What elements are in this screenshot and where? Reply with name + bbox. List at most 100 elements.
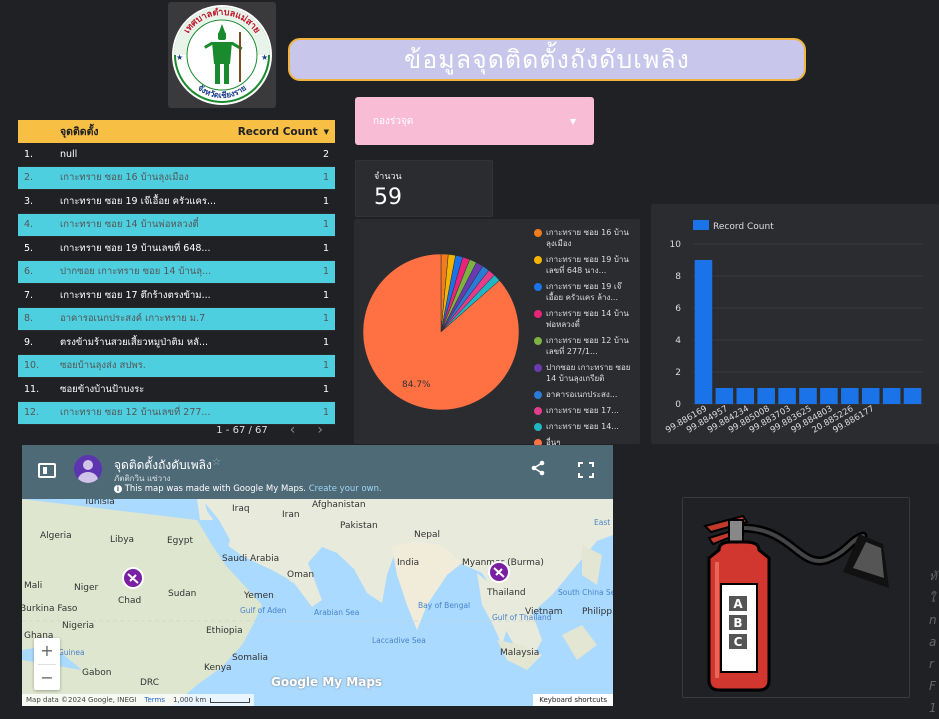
- keyboard-shortcuts-link[interactable]: Keyboard shortcuts: [533, 694, 613, 706]
- bar[interactable]: [757, 388, 775, 404]
- sidebar-toggle-icon[interactable]: [38, 463, 56, 478]
- location-filter-dropdown[interactable]: กองร่วจุด ▼: [355, 97, 594, 145]
- row-count: 1: [322, 289, 329, 301]
- table-row[interactable]: 4. เกาะทราย ซอย 14 บ้านพ่อหลวงตี๋ 1: [18, 213, 335, 237]
- row-count: 1: [322, 266, 329, 278]
- bar[interactable]: [736, 388, 755, 404]
- star-icon[interactable]: ☆: [212, 457, 221, 468]
- map-label-iran: Iran: [282, 510, 300, 520]
- scorecard-value: 59: [374, 185, 402, 210]
- row-index: 3.: [24, 195, 34, 207]
- map-marker-extinguisher[interactable]: [488, 561, 510, 583]
- map-label-yemen: Yemen: [243, 591, 274, 601]
- table-row[interactable]: 10. ซอยบ้านลุงส่ง สปพร. 1: [18, 354, 335, 378]
- pie-chart: 84.7%: [362, 253, 520, 411]
- row-count: 1: [322, 360, 329, 372]
- scale-label: 1,000 km: [173, 696, 207, 704]
- prev-page-icon[interactable]: ‹: [289, 422, 296, 438]
- filter-label: กองร่วจุด: [373, 115, 414, 127]
- bar[interactable]: [715, 388, 734, 404]
- map-label-pakistan: Pakistan: [340, 521, 378, 531]
- table-row[interactable]: 3. เกาะทราย ซอย 19 เจ๊เอื้อย ครัวแคร... 1: [18, 190, 335, 214]
- bar[interactable]: [799, 388, 817, 404]
- legend-label: ปากซอย เกาะทราย ซอย 14 บ้านลุงเกรียติ: [546, 363, 631, 383]
- svg-text:★: ★: [176, 53, 183, 62]
- map-label-gabon: Gabon: [82, 668, 111, 678]
- share-icon[interactable]: [530, 460, 546, 480]
- side-text-line: 1: [929, 701, 937, 715]
- table-row[interactable]: 1. null 2: [18, 143, 335, 167]
- pie-legend: เกาะทราย ซอย 16 บ้านลุงเมืองเกาะทราย ซอย…: [534, 227, 634, 453]
- table-row[interactable]: 2. เกาะทราย ซอย 16 บ้านลุงเมือง 1: [18, 166, 335, 190]
- pie-legend-item[interactable]: อื่นๆ: [534, 437, 634, 448]
- bar-chart: Record Count024681099.88616999.88495799.…: [664, 220, 923, 436]
- bar[interactable]: [820, 388, 838, 404]
- map-label-gulf-of-aden: Gulf of Aden: [240, 606, 287, 615]
- fire-extinguisher-card: A B C: [682, 497, 910, 698]
- map-label-vietnam: Vietnam: [525, 607, 563, 617]
- pie-slice-other[interactable]: [362, 253, 520, 411]
- map-label-east: East: [594, 518, 610, 527]
- pie-legend-item[interactable]: เกาะทราย ซอย 19 เจ๊เอื้อย ครัวแคร ล้าง..…: [534, 281, 634, 303]
- map-marker-extinguisher[interactable]: [122, 567, 144, 589]
- svg-text:★: ★: [261, 53, 268, 62]
- google-my-maps-embed[interactable]: Tunisia Iraq Iran Afghanistan Pakistan N…: [22, 445, 613, 706]
- bar[interactable]: [841, 388, 859, 404]
- column-header-location[interactable]: จุดติดตั้ง: [60, 126, 99, 138]
- location-table: จุดติดตั้ง Record Count ▼ 1. null 2 2. เกาะท…: [18, 120, 335, 442]
- pie-chart-card: 84.7% เกาะทราย ซอย 16 บ้านลุงเมืองเกาะทร…: [354, 219, 640, 447]
- bar[interactable]: [861, 388, 880, 404]
- bar-y-tick: 2: [675, 368, 681, 378]
- table-row[interactable]: 9. ตรงข้ามร้านสวยเสี้ยวหมูป่าติม หลั... 1: [18, 331, 335, 355]
- bar[interactable]: [903, 388, 922, 404]
- pie-legend-item[interactable]: เกาะทราย ซอย 16 บ้านลุงเมือง: [534, 227, 634, 249]
- map-info: i This map was made with Google My Maps.…: [114, 484, 382, 494]
- pie-legend-item[interactable]: ปากซอย เกาะทราย ซอย 14 บ้านลุงเกรียติ: [534, 362, 634, 384]
- table-row[interactable]: 8. อาคารอเนกประสงค์ เกาะทราย ม.7 1: [18, 307, 335, 331]
- next-page-icon[interactable]: ›: [317, 422, 323, 438]
- scorecard-label: จำนวน: [374, 172, 402, 182]
- row-location: เกาะทราย ซอย 12 บ้านเลขที่ 277...: [60, 407, 211, 419]
- pie-legend-item[interactable]: เกาะทราย ซอย 12 บ้านเลขที่ 277/1...: [534, 335, 634, 357]
- row-location: ตรงข้ามร้านสวยเสี้ยวหมูป่าติม หลั...: [60, 336, 209, 348]
- side-text-line: F: [929, 679, 936, 693]
- fullscreen-icon[interactable]: [578, 462, 594, 482]
- map-label-somalia: Somalia: [232, 653, 268, 663]
- bar-y-tick: 6: [675, 304, 681, 314]
- bar-legend-swatch: [693, 220, 709, 230]
- pie-legend-item[interactable]: อาคารอเนกประสง...: [534, 389, 634, 400]
- side-text-line: ทั: [929, 569, 937, 583]
- bar-y-tick: 8: [675, 272, 681, 282]
- map-label-niger: Niger: [74, 583, 98, 593]
- row-location: ปากซอย เกาะทราย ซอย 14 บ้านลุ...: [60, 266, 212, 278]
- bar[interactable]: [882, 388, 901, 404]
- row-count: 1: [322, 313, 329, 325]
- table-row[interactable]: 6. ปากซอย เกาะทราย ซอย 14 บ้านลุ... 1: [18, 260, 335, 284]
- zoom-out-button[interactable]: −: [40, 668, 54, 687]
- row-index: 4.: [24, 219, 34, 231]
- zoom-in-button[interactable]: +: [40, 641, 54, 660]
- pie-legend-item[interactable]: เกาะทราย ซอย 14 บ้านพ่อหลวงตี๋: [534, 308, 634, 330]
- pie-legend-item[interactable]: เกาะทราย ซอย 17...: [534, 405, 634, 416]
- pie-legend-item[interactable]: เกาะทราย ซอย 14...: [534, 421, 634, 432]
- logo-card: เทศบาลตำบลแม่สาย จังหวัดเชียงราย ★ ★: [168, 2, 276, 108]
- table-row[interactable]: 5. เกาะทราย ซอย 19 บ้านเลขที่ 648... 1: [18, 237, 335, 261]
- side-text-line: n: [929, 613, 937, 627]
- table-body: 1. null 2 2. เกาะทราย ซอย 16 บ้านลุงเมือง 1 3.…: [18, 143, 335, 425]
- bar[interactable]: [778, 388, 796, 404]
- bar-y-tick: 10: [670, 240, 682, 250]
- terms-link[interactable]: Terms: [140, 694, 170, 706]
- map-attribution: Map data ©2024 Google, INEGI: [22, 694, 141, 706]
- pie-legend-item[interactable]: เกาะทราย ซอย 19 บ้านเลขที่ 648 นาง...: [534, 254, 634, 276]
- legend-label: อาคารอเนกประสง...: [546, 390, 618, 399]
- row-index: 5.: [24, 242, 34, 254]
- pager-range: 1 - 67 / 67: [216, 424, 268, 436]
- create-your-own-link[interactable]: Create your own.: [308, 484, 382, 494]
- table-row[interactable]: 12. เกาะทราย ซอย 12 บ้านเลขที่ 277... 1: [18, 401, 335, 425]
- column-header-record-count[interactable]: Record Count ▼: [238, 126, 335, 138]
- table-row[interactable]: 11. ซอยข้างบ้านป้าบงระ 1: [18, 378, 335, 402]
- table-row[interactable]: 7. เกาะทราย ซอย 17 ตึกร้างตรงข้าม... 1: [18, 284, 335, 308]
- avatar: [74, 455, 102, 483]
- bar[interactable]: [694, 260, 713, 404]
- legend-label: เกาะทราย ซอย 19 เจ๊เอื้อย ครัวแคร ล้าง..…: [546, 282, 622, 302]
